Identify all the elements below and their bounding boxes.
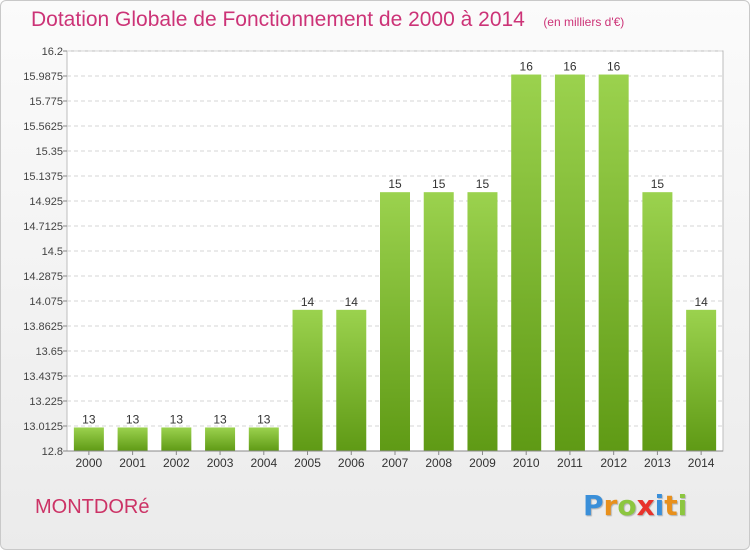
bar-value-label: 13 [82,412,96,426]
bar-value-label: 15 [388,177,402,191]
bar [686,309,717,451]
y-tick-label: 15.775 [29,96,63,108]
bar [467,192,498,452]
bar [598,74,629,451]
chart-title: Dotation Globale de Fonctionnement de 20… [31,8,525,31]
bar-value-label: 16 [607,60,621,74]
bar-value-label: 13 [126,412,140,426]
brand-letter: P [583,489,604,522]
bar-value-label: 16 [563,60,577,74]
bar [248,427,279,451]
x-tick-label: 2002 [163,456,190,470]
bar-value-label: 13 [170,412,184,426]
bar [205,427,236,451]
x-tick-label: 2007 [382,456,409,470]
proxiti-logo: Proxiti [583,489,687,522]
y-tick-label: 13.65 [35,346,63,358]
brand-letter: o [617,489,637,522]
y-tick-label: 15.1375 [23,171,63,183]
y-tick-label: 14.7125 [23,221,63,233]
bar [554,74,585,451]
bar [73,427,104,451]
x-tick-label: 2001 [119,456,146,470]
x-tick-label: 2010 [513,456,540,470]
bar-value-label: 15 [476,177,490,191]
bar [642,192,673,452]
x-tick-label: 2006 [338,456,365,470]
chart-title-block: Dotation Globale de Fonctionnement de 20… [31,8,624,32]
bar-value-label: 16 [520,60,534,74]
bar [423,192,454,452]
brand-letter: i [654,489,665,522]
x-tick-label: 2009 [469,456,496,470]
bar-value-label: 14 [345,295,359,309]
brand-letter: x [636,489,655,522]
brand-letter: t [664,489,678,522]
y-tick-label: 16.2 [42,46,63,58]
bar-value-label: 15 [432,177,446,191]
y-tick-label: 14.925 [29,196,63,208]
y-tick-label: 15.35 [35,146,63,158]
y-tick-label: 14.5 [42,246,63,258]
x-tick-label: 2005 [294,456,321,470]
y-tick-label: 13.225 [29,396,63,408]
y-tick-label: 13.0125 [23,421,63,433]
y-tick-label: 13.8625 [23,321,63,333]
y-tick-label: 12.8 [42,446,63,458]
bar-value-label: 15 [651,177,665,191]
bar-value-label: 13 [213,412,227,426]
x-tick-label: 2012 [600,456,627,470]
x-tick-label: 2013 [644,456,671,470]
bar [292,309,323,451]
x-tick-label: 2008 [425,456,452,470]
brand-letter: i [677,489,688,522]
bar [161,427,192,451]
bar-value-label: 13 [257,412,271,426]
x-tick-label: 2014 [688,456,715,470]
x-tick-label: 2000 [76,456,103,470]
y-tick-label: 15.9875 [23,71,63,83]
brand-letter: r [603,489,618,522]
x-tick-label: 2003 [207,456,234,470]
y-tick-label: 14.2875 [23,271,63,283]
y-tick-label: 14.075 [29,296,63,308]
y-tick-label: 13.4375 [23,371,63,383]
bar-value-label: 14 [694,295,708,309]
bar [511,74,542,451]
unit-label: (en milliers d'€) [543,15,625,29]
bar [117,427,148,451]
bar [336,309,367,451]
x-tick-label: 2011 [557,456,583,470]
bar-value-label: 14 [301,295,315,309]
y-tick-label: 15.5625 [23,121,63,133]
commune-name: MONTDORé [35,496,150,518]
x-tick-label: 2004 [250,456,277,470]
bar [380,192,410,452]
